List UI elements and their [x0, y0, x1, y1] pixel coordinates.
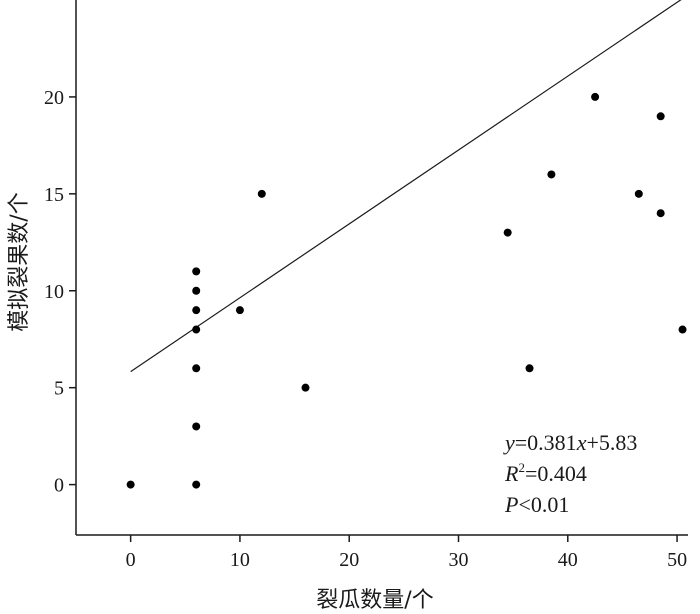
data-point — [656, 112, 665, 121]
regression-line-layer — [130, 0, 682, 373]
regression-annotation: y=0.381x+5.83 R2=0.404 P<0.01 — [503, 430, 637, 517]
data-point — [678, 325, 687, 334]
data-point — [503, 228, 512, 237]
data-point — [257, 189, 266, 198]
data-point — [192, 422, 201, 431]
y-tick-label: 10 — [44, 281, 64, 303]
x-tick-label: 10 — [230, 549, 250, 571]
data-point — [192, 364, 201, 373]
data-point — [235, 306, 244, 315]
data-point — [192, 267, 201, 276]
data-point — [591, 92, 600, 101]
data-point — [192, 480, 201, 489]
data-point — [126, 480, 135, 489]
data-point — [192, 286, 201, 295]
data-points — [126, 92, 687, 489]
x-tick-label: 0 — [126, 549, 136, 571]
data-point — [656, 209, 665, 218]
x-tick-label: 50 — [667, 549, 687, 571]
regression-equation: y=0.381x+5.83 — [503, 430, 637, 455]
y-tick-label: 15 — [44, 184, 64, 206]
data-point — [192, 325, 201, 334]
x-tick-label: 20 — [339, 549, 359, 571]
y-tick-label: 0 — [54, 475, 64, 497]
y-axis-label: 模拟裂果数/个 — [7, 192, 32, 331]
y-tick-label: 20 — [44, 87, 64, 109]
data-point — [192, 306, 201, 315]
x-tick-label: 40 — [558, 549, 578, 571]
x-axis-label: 裂瓜数量/个 — [316, 588, 433, 613]
p-value: P<0.01 — [504, 492, 569, 517]
r-squared: R2=0.404 — [504, 460, 587, 486]
y-tick-label: 5 — [54, 378, 64, 400]
data-point — [547, 170, 556, 179]
x-axis-ticks: 0 10 20 30 40 50 — [126, 535, 687, 571]
x-tick-label: 30 — [449, 549, 469, 571]
data-point — [301, 383, 310, 392]
regression-line — [130, 0, 682, 373]
plot-area — [75, 0, 688, 536]
y-axis-ticks: 0 5 10 15 20 — [44, 87, 76, 497]
data-point — [634, 189, 643, 198]
data-point — [525, 364, 534, 373]
